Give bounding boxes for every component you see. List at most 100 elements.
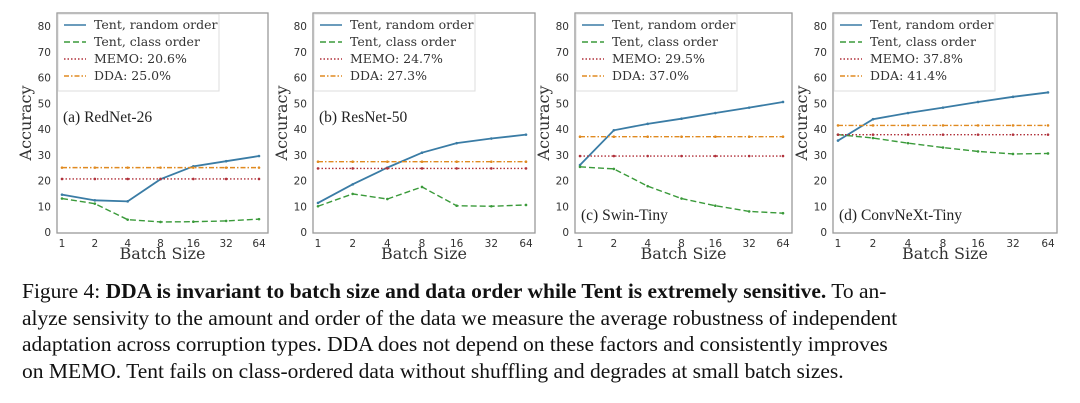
- data-point: [906, 141, 910, 145]
- data-point: [351, 160, 354, 164]
- data-point: [455, 160, 458, 164]
- x-tick-label: 2: [870, 238, 877, 250]
- x-tick-label: 4: [905, 238, 912, 250]
- data-point: [680, 117, 683, 120]
- legend-entry: Tent, random order: [350, 17, 474, 32]
- x-tick-label: 16: [709, 238, 723, 250]
- data-point: [316, 160, 320, 164]
- y-tick-label: 60: [556, 73, 569, 85]
- data-point: [386, 167, 389, 170]
- data-point: [316, 201, 320, 205]
- x-tick-label: 2: [349, 238, 356, 250]
- caption-label: Figure 4:: [22, 279, 101, 303]
- x-tick-label: 64: [1041, 238, 1055, 250]
- data-point: [159, 166, 162, 169]
- data-point: [60, 166, 64, 169]
- data-point: [1046, 124, 1050, 127]
- data-point: [455, 167, 458, 170]
- data-point: [524, 203, 528, 207]
- data-point: [490, 160, 493, 164]
- caption-line-1: Figure 4: DDA is invariant to batch size…: [22, 278, 1067, 305]
- data-point: [941, 106, 945, 109]
- legend-box: [833, 13, 996, 92]
- legend-entry: Tent, random order: [870, 17, 994, 32]
- data-point: [781, 154, 785, 158]
- y-tick-label: 0: [562, 227, 569, 239]
- data-point: [836, 124, 840, 127]
- data-point: [680, 197, 683, 200]
- data-point: [1011, 152, 1015, 156]
- y-tick-label: 60: [294, 73, 307, 85]
- data-point: [578, 135, 582, 139]
- y-axis-label: Accuracy: [272, 86, 291, 162]
- data-point: [490, 204, 493, 208]
- data-point: [906, 111, 910, 115]
- legend-entry: Tent, class order: [612, 34, 718, 49]
- y-tick-label: 20: [556, 176, 569, 188]
- data-point: [781, 211, 785, 215]
- legend-entry: DDA: 37.0%: [612, 68, 689, 83]
- caption-line-4: on MEMO. Tent fails on class-ordered dat…: [22, 358, 844, 383]
- data-point: [680, 154, 683, 158]
- caption-text: To an-: [826, 279, 887, 303]
- chart-panel-4: 0 10 20 30 40 50 60 70 80 1 2 4 8 16 32 64 Batch Size Acc…: [792, 12, 1058, 263]
- data-point: [646, 135, 649, 139]
- y-tick-label: 80: [294, 21, 307, 33]
- data-point: [976, 100, 980, 104]
- y-axis-label: Accuracy: [534, 86, 553, 162]
- data-point: [420, 185, 424, 189]
- data-point: [871, 124, 875, 127]
- legend-entry: Tent, class order: [870, 34, 976, 49]
- data-point: [455, 204, 458, 208]
- data-point: [612, 154, 616, 158]
- y-tick-label: 10: [38, 201, 51, 213]
- data-point: [1011, 95, 1015, 99]
- data-point: [646, 154, 649, 158]
- data-point: [976, 124, 980, 127]
- data-point: [126, 218, 129, 221]
- data-point: [93, 177, 97, 181]
- data-point: [126, 200, 129, 203]
- y-tick-label: 10: [556, 201, 569, 213]
- data-point: [836, 133, 840, 136]
- legend-entry: MEMO: 29.5%: [612, 51, 705, 66]
- x-tick-label: 1: [577, 238, 584, 250]
- x-tick-label: 64: [519, 238, 533, 250]
- y-tick-label: 80: [814, 21, 827, 33]
- data-point: [159, 177, 162, 181]
- data-point: [224, 159, 228, 163]
- data-point: [224, 166, 228, 169]
- y-tick-label: 20: [294, 176, 307, 188]
- x-tick-label: 1: [835, 238, 842, 250]
- y-tick-label: 70: [814, 47, 827, 59]
- data-point: [93, 202, 97, 205]
- panel-label: (c) Swin-Tiny: [581, 207, 668, 224]
- y-tick-label: 30: [556, 150, 569, 162]
- data-point: [781, 100, 785, 104]
- data-point: [257, 217, 261, 221]
- data-point: [578, 165, 582, 169]
- y-tick-label: 10: [294, 201, 307, 213]
- data-point: [60, 197, 64, 200]
- x-tick-label: 2: [610, 238, 617, 250]
- legend-entry: MEMO: 20.6%: [94, 51, 187, 66]
- data-point: [747, 135, 751, 139]
- data-point: [126, 177, 129, 181]
- y-tick-label: 30: [814, 150, 827, 162]
- y-tick-label: 70: [556, 47, 569, 59]
- legend-box: [313, 13, 476, 92]
- data-point: [93, 166, 97, 169]
- data-point: [747, 154, 751, 158]
- x-tick-label: 32: [219, 238, 232, 250]
- y-tick-label: 20: [38, 176, 51, 188]
- data-point: [455, 141, 458, 145]
- legend-entry: DDA: 41.4%: [870, 68, 947, 83]
- data-point: [976, 133, 980, 136]
- data-point: [612, 167, 616, 171]
- legend-entry: Tent, random order: [94, 17, 218, 32]
- caption-line-3: adaptation across corruption types. DDA …: [22, 332, 888, 356]
- y-tick-label: 50: [814, 98, 827, 110]
- data-point: [714, 154, 717, 158]
- x-tick-label: 32: [485, 238, 498, 250]
- y-tick-label: 70: [38, 47, 51, 59]
